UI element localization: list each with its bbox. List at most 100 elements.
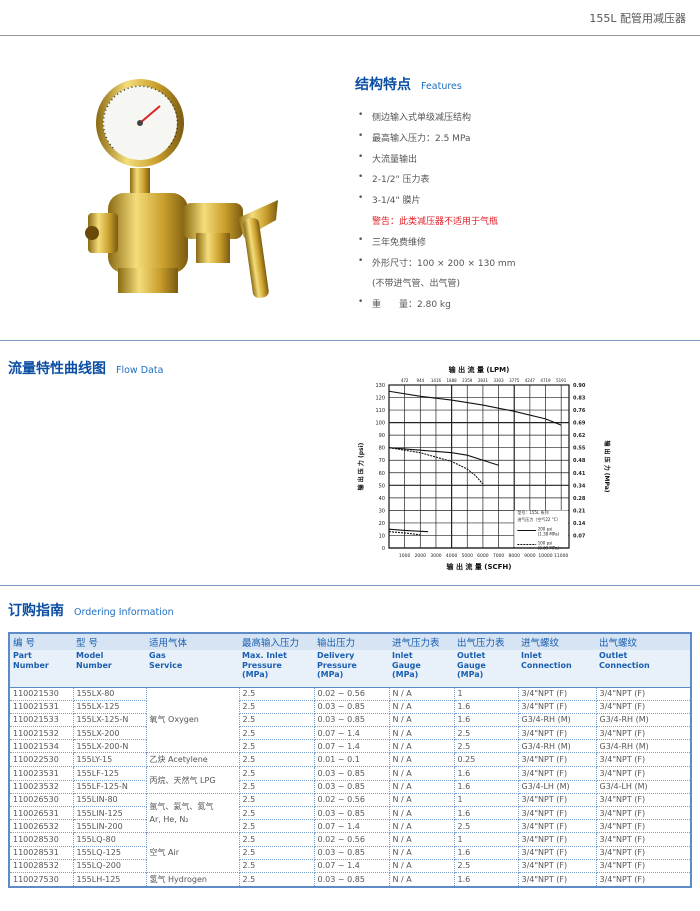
x-top-tick-label: 1888 <box>447 378 458 383</box>
y-tick-label: 120 <box>375 396 385 402</box>
inlet-connection-cell: 3/4"NPT (F) <box>517 845 597 860</box>
part-number-cell: 110028532 <box>8 858 74 873</box>
table-row: 110026531 155LIN-125 2.5 0.03 ~ 0.85 N / A 1.… <box>8 805 692 821</box>
section-divider <box>0 585 700 586</box>
max-inlet-cell: 2.5 <box>238 712 315 728</box>
table-row: 110021530 155LX-80 氧气 Oxygen 2.5 0.02 ~ 0.56… <box>8 686 692 754</box>
y-right-tick-label: 0.90 <box>573 383 586 389</box>
feature-text: 外形尺寸：100 × 200 × 130 mm <box>372 258 516 269</box>
column-header-en: Delivery Pressure (MPa) <box>314 650 389 688</box>
part-number-cell: 110021533 <box>8 712 74 728</box>
inlet-gauge-cell: N / A <box>388 712 455 728</box>
column-header-zh: 编 号 <box>9 633 73 650</box>
column-header-en: Outlet Gauge (MPa) <box>454 650 518 688</box>
delivery-pressure-cell: 0.03 ~ 0.85 <box>313 805 390 821</box>
column-header-zh: 出气螺纹 <box>596 633 691 650</box>
x-tick-label: 11000 <box>554 553 568 559</box>
y-tick-label: 130 <box>375 383 385 389</box>
inlet-connection-cell: 3/4"NPT (F) <box>517 686 597 701</box>
x-tick-label: 9000 <box>524 553 536 559</box>
delivery-pressure-cell: 0.03 ~ 0.85 <box>313 766 390 781</box>
model-number-cell: 155LX-200-N <box>72 739 147 754</box>
y-right-tick-label: 0.55 <box>573 446 586 452</box>
inlet-connection-cell: G3/4-RH (M) <box>517 712 597 728</box>
outlet-gauge-cell: 1.6 <box>453 766 519 781</box>
y-right-tick-label: 0.34 <box>573 483 586 489</box>
outlet-connection-cell: 3/4"NPT (F) <box>595 792 692 808</box>
delivery-pressure-cell: 0.03 ~ 0.85 <box>313 699 390 714</box>
legend-box <box>514 510 568 547</box>
inlet-connection-cell: 3/4"NPT (F) <box>517 871 597 888</box>
legend-sublabel: (1.38 MPa) <box>538 531 560 536</box>
y-right-tick-label: 0.48 <box>573 458 586 464</box>
feature-item: • 侧边输入式单级减压结构 <box>358 110 515 131</box>
model-number-cell: 155LF-125 <box>72 766 147 781</box>
x-top-tick-label: 4719 <box>540 378 551 383</box>
part-number-cell: 110028531 <box>8 845 74 860</box>
gas-service-cell: 丙烷、天然气 LPG <box>145 766 240 794</box>
inlet-connection-cell: 3/4"NPT (F) <box>517 832 597 847</box>
max-inlet-cell: 2.5 <box>238 766 315 781</box>
inlet-connection-cell: 3/4"NPT (F) <box>517 752 597 768</box>
y-tick-label: 30 <box>379 508 385 514</box>
max-inlet-cell: 2.5 <box>238 686 315 701</box>
bullet-icon: • <box>358 297 364 308</box>
column-header-en: Model Number <box>73 650 146 688</box>
part-number-cell: 110026532 <box>8 819 74 834</box>
part-number-cell: 110022530 <box>8 752 74 768</box>
table-row: 110021534 155LX-200-N 2.5 0.07 ~ 1.4 N / A 2.… <box>8 739 692 754</box>
column-header-en: Max. Inlet Pressure (MPa) <box>239 650 314 688</box>
max-inlet-cell: 2.5 <box>238 871 315 888</box>
delivery-pressure-cell: 0.02 ~ 0.56 <box>313 792 390 808</box>
model-number-cell: 155LIN-200 <box>72 819 147 834</box>
bullet-icon: • <box>358 110 364 120</box>
feature-item: 警告：此类减压器不适用于气瓶 <box>358 214 515 235</box>
inlet-connection-cell: 3/4"NPT (F) <box>517 726 597 741</box>
inlet-gauge-cell: N / A <box>388 766 455 781</box>
series-line <box>388 447 484 485</box>
x-tick-label: 7000 <box>493 553 505 559</box>
x-tick-label: 1000 <box>399 553 411 559</box>
feature-item: • 重 量：2.80 kg <box>358 297 515 318</box>
x-tick-label: 6000 <box>477 553 489 559</box>
delivery-pressure-cell: 0.03 ~ 0.85 <box>313 845 390 860</box>
y-tick-label: 40 <box>379 496 385 502</box>
y-right-tick-label: 0.41 <box>573 471 586 477</box>
regulator-product-image <box>85 79 278 298</box>
y-right-tick-label: 0.14 <box>573 521 586 527</box>
inlet-gauge-cell: N / A <box>388 686 455 701</box>
bullet-icon: • <box>358 234 364 245</box>
inlet-gauge-cell: N / A <box>388 805 455 821</box>
x-axis-label: 输 出 流 量 (SCFH) <box>447 562 512 571</box>
x-tick-label: 5000 <box>462 553 474 559</box>
inlet-connection-cell: G3/4-LH (M) <box>517 779 597 794</box>
model-number-cell: 155LQ-125 <box>72 845 147 860</box>
column-header-zh: 输出压力 <box>314 633 389 650</box>
header-divider <box>0 35 700 36</box>
inlet-connection-cell: 3/4"NPT (F) <box>517 858 597 873</box>
outlet-gauge-cell: 1 <box>453 686 519 701</box>
part-number-cell: 110023531 <box>8 766 74 781</box>
max-inlet-cell: 2.5 <box>238 752 315 768</box>
inlet-gauge-cell: N / A <box>388 832 455 847</box>
model-number-cell: 155LY-15 <box>72 752 147 768</box>
table-row: 110026530 155LIN-80 氩气、氦气、氮气 Ar, He, N₂ 2.5… <box>8 792 692 834</box>
delivery-pressure-cell: 0.07 ~ 1.4 <box>313 819 390 834</box>
y-tick-label: 0 <box>382 546 385 552</box>
y-tick-label: 70 <box>379 458 385 464</box>
outlet-gauge-cell: 1 <box>453 832 519 847</box>
inlet-gauge-cell: N / A <box>388 858 455 873</box>
max-inlet-cell: 2.5 <box>238 832 315 847</box>
bullet-icon: • <box>358 130 364 141</box>
outlet-gauge-cell: 2.5 <box>453 726 519 741</box>
bullet-icon: • <box>358 255 364 266</box>
ordering-title-en: Ordering Information <box>74 607 174 618</box>
delivery-pressure-cell: 0.02 ~ 0.56 <box>313 832 390 847</box>
y-right-tick-label: 0.28 <box>573 496 586 502</box>
feature-text: 3-1/4" 膜片 <box>372 196 421 207</box>
part-number-cell: 110026530 <box>8 792 74 808</box>
x-tick-label: 2000 <box>415 553 427 559</box>
inlet-gauge-cell: N / A <box>388 819 455 834</box>
column-header-zh: 适用气体 <box>146 633 239 650</box>
